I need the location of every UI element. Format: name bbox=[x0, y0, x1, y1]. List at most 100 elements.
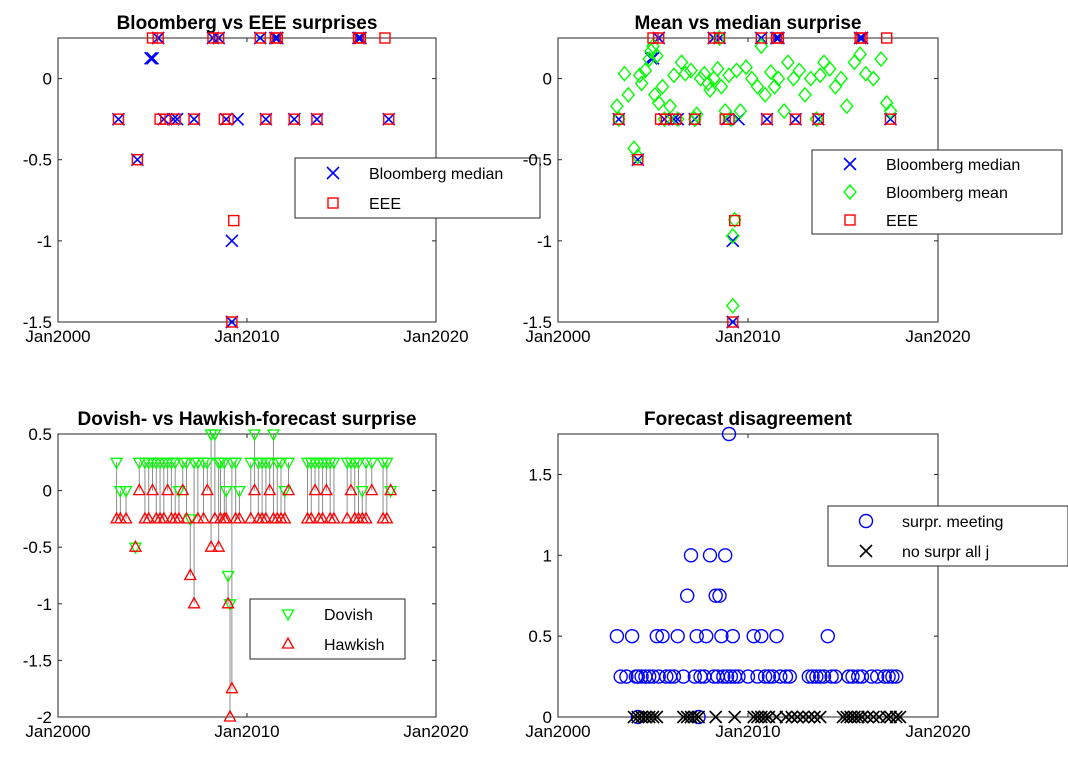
point-surpr-meeting bbox=[619, 669, 634, 684]
point-bloomberg-median bbox=[788, 112, 803, 126]
point-eee bbox=[654, 113, 667, 125]
point-bloomberg-mean bbox=[858, 65, 873, 82]
point-eee bbox=[188, 113, 200, 125]
point-bloomberg-mean bbox=[739, 59, 753, 76]
point-eee bbox=[152, 32, 164, 44]
point-bloomberg-mean bbox=[866, 70, 881, 87]
point-eee bbox=[632, 154, 644, 166]
point-eee bbox=[354, 32, 367, 44]
point-bloomberg-median bbox=[883, 112, 898, 126]
point-surpr-meeting bbox=[740, 669, 756, 684]
point-surpr-meeting bbox=[670, 628, 685, 644]
y-tick-label: -0.5 bbox=[523, 151, 552, 170]
point-eee bbox=[856, 32, 868, 44]
point-surpr-meeting bbox=[651, 669, 666, 684]
point-bloomberg-mean bbox=[834, 70, 848, 87]
point-bloomberg-mean bbox=[642, 51, 657, 68]
point-bloomberg-median bbox=[726, 315, 740, 329]
point-eee bbox=[708, 32, 720, 44]
point-surpr-meeting bbox=[754, 628, 769, 644]
point-eee bbox=[789, 113, 802, 125]
legend: surpr. meeting no surpr all j bbox=[827, 505, 1068, 567]
point-bloomberg-median bbox=[351, 31, 366, 45]
point-surpr-meeting bbox=[718, 548, 733, 563]
point-no-surpr-all-j bbox=[709, 710, 723, 724]
point-surpr-meeting bbox=[634, 669, 649, 684]
point-no-surpr-all-j bbox=[692, 710, 706, 724]
point-eee bbox=[755, 32, 767, 44]
point-bloomberg-mean bbox=[644, 42, 658, 60]
point-bloomberg-median bbox=[130, 153, 144, 167]
legend-marker-surpr-meeting bbox=[858, 513, 874, 529]
point-hawkish bbox=[200, 483, 214, 496]
point-surpr-meeting bbox=[630, 669, 645, 684]
legend: Bloomberg median EEE bbox=[294, 157, 541, 219]
point-eee bbox=[713, 32, 726, 44]
point-bloomberg-mean bbox=[634, 75, 649, 92]
point-no-surpr-all-j bbox=[802, 710, 816, 724]
legend: Bloomberg median Bloomberg mean EEE bbox=[811, 149, 1063, 235]
point-dovish bbox=[217, 457, 231, 470]
point-surpr-meeting bbox=[885, 669, 900, 684]
point-bloomberg-mean bbox=[758, 86, 772, 103]
point-dovish bbox=[384, 485, 398, 498]
point-bloomberg-median bbox=[170, 112, 184, 126]
x-tick-label: Jan2000 bbox=[525, 327, 590, 346]
point-bloomberg-median bbox=[657, 112, 671, 126]
point-hawkish bbox=[172, 511, 186, 524]
point-dovish bbox=[109, 457, 124, 470]
plot-area bbox=[57, 433, 437, 718]
y-tick-label: -0.5 bbox=[23, 151, 52, 170]
legend-marker-dovish bbox=[281, 609, 295, 622]
point-hawkish bbox=[384, 483, 398, 496]
point-hawkish bbox=[359, 511, 373, 524]
point-bloomberg-mean bbox=[678, 65, 693, 82]
point-no-surpr-all-j bbox=[866, 710, 880, 724]
point-bloomberg-mean bbox=[701, 75, 715, 92]
point-surpr-meeting bbox=[655, 628, 670, 644]
point-eee bbox=[653, 32, 665, 44]
y-tick-label: 0 bbox=[543, 70, 552, 89]
point-bloomberg-mean bbox=[853, 46, 867, 63]
point-dovish bbox=[168, 457, 182, 470]
point-bloomberg-median bbox=[712, 31, 727, 45]
point-bloomberg-mean bbox=[703, 81, 717, 99]
point-hawkish bbox=[316, 511, 330, 524]
point-dovish bbox=[281, 457, 296, 470]
point-no-surpr-all-j bbox=[883, 710, 898, 724]
chart-title: Forecast disagreement bbox=[644, 409, 853, 430]
point-surpr-meeting bbox=[702, 548, 718, 563]
point-surpr-meeting bbox=[769, 628, 784, 644]
x-tick-label: Jan2020 bbox=[403, 722, 468, 741]
point-dovish bbox=[351, 457, 366, 470]
point-dovish bbox=[208, 429, 222, 442]
point-hawkish bbox=[145, 483, 160, 496]
legend-label-dovish: Dovish bbox=[324, 607, 373, 624]
point-hawkish bbox=[281, 483, 296, 496]
point-surpr-meeting bbox=[659, 669, 674, 684]
point-surpr-meeting bbox=[824, 669, 839, 684]
legend-label-eee: EEE bbox=[886, 213, 918, 230]
point-bloomberg-mean bbox=[693, 70, 708, 87]
y-tick-label: 0 bbox=[43, 482, 52, 501]
point-surpr-meeting bbox=[609, 628, 625, 644]
point-bloomberg-mean bbox=[712, 30, 727, 47]
point-eee bbox=[613, 113, 625, 125]
legend-label-surpr-meeting: surpr. meeting bbox=[902, 514, 1003, 531]
point-bloomberg-mean bbox=[670, 111, 685, 128]
point-bloomberg-mean bbox=[733, 102, 748, 120]
x-tick-label: Jan2010 bbox=[715, 722, 780, 741]
point-no-surpr-all-j bbox=[851, 710, 865, 724]
point-surpr-meeting bbox=[613, 669, 628, 684]
point-dovish bbox=[221, 570, 235, 583]
y-tick-label: 0 bbox=[43, 70, 52, 89]
point-bloomberg-median bbox=[111, 112, 126, 126]
y-tick-label: 0.5 bbox=[28, 425, 52, 444]
point-hawkish bbox=[119, 511, 133, 524]
point-no-surpr-all-j bbox=[785, 710, 799, 724]
point-surpr-meeting bbox=[782, 669, 797, 684]
point-surpr-meeting bbox=[805, 669, 820, 684]
point-surpr-meeting bbox=[676, 669, 691, 684]
data-layer bbox=[109, 429, 398, 722]
